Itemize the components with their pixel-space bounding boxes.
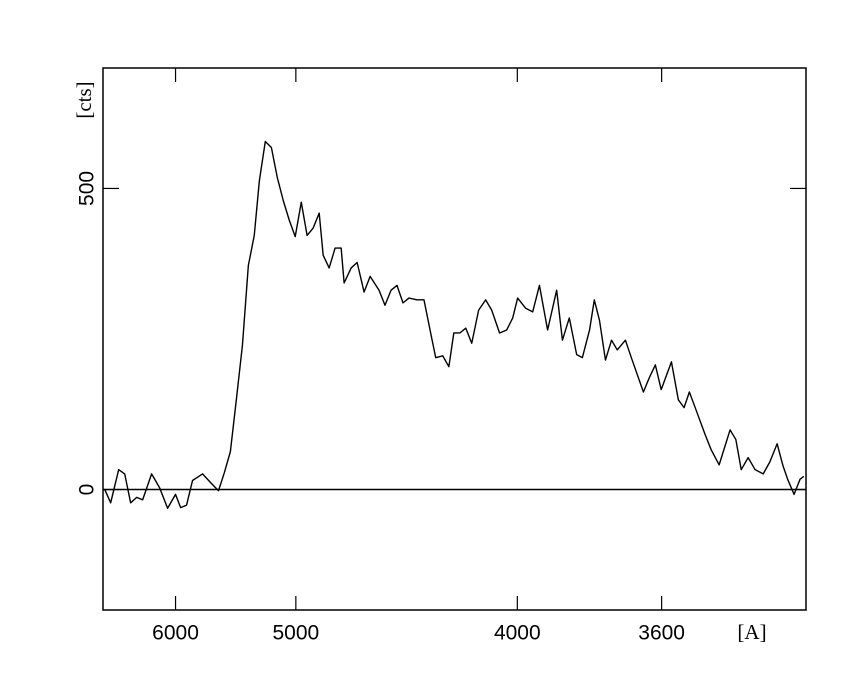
spectrum-line [104,140,805,509]
x-tick-label: 4000 [494,622,541,645]
x-tick-label: 3600 [638,622,685,645]
plot-frame [102,67,807,611]
x-tick-label: 6000 [152,622,199,645]
y-axis-label: [cts] [72,81,96,118]
y-tick-label: 0 [76,484,99,496]
x-tick-label: 5000 [272,622,319,645]
y-tick-label: 500 [76,171,99,206]
x-axis-label: [A] [737,620,766,644]
